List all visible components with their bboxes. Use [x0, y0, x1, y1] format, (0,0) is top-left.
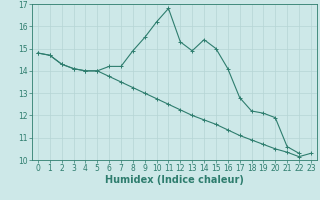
X-axis label: Humidex (Indice chaleur): Humidex (Indice chaleur): [105, 175, 244, 185]
